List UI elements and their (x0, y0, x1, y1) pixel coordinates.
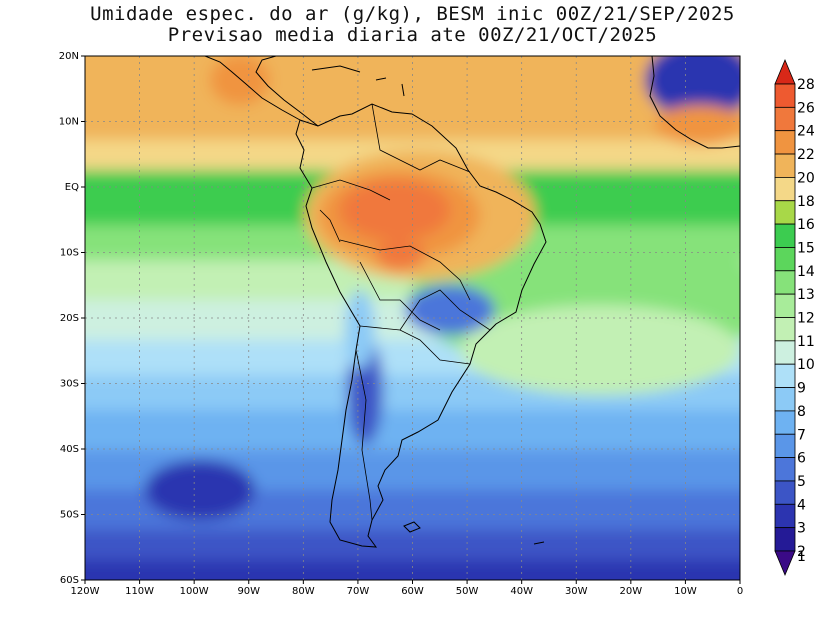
south-georgia (533, 541, 545, 545)
colorbar-label: 11 (797, 334, 815, 350)
colorbar-label: 10 (797, 357, 815, 373)
y-tick-label: 20S (60, 313, 79, 324)
colorbar-label: 22 (797, 147, 815, 163)
colorbar-segment (774, 130, 796, 155)
colorbar-label: 16 (797, 217, 815, 233)
y-tick-label: 20N (59, 51, 79, 62)
y-tick-label: 30S (60, 379, 79, 390)
x-tick-label: 30W (565, 586, 588, 597)
colorbar-label: 7 (797, 427, 806, 443)
central-america-coastline (204, 56, 319, 127)
colorbar-label: 2 (797, 544, 806, 560)
colorbar-label: 4 (797, 497, 806, 513)
colorbar-segment (774, 340, 796, 365)
map-frame (84, 55, 741, 581)
x-tick-label: 60W (401, 586, 424, 597)
x-tick-label: 40W (510, 586, 533, 597)
country-borders (311, 103, 497, 521)
colorbar-segment (774, 457, 796, 482)
colorbar-segment (774, 176, 796, 202)
y-tick-label: 10S (60, 248, 79, 259)
colorbar-label: 18 (797, 194, 815, 210)
colorbar-label: 9 (797, 381, 806, 397)
south-america-coastline (295, 103, 547, 548)
x-axis-ticks: 120W 110W 100W 90W 80W 70W 60W 50W 40W 30W 20W 10W 0 (71, 580, 743, 597)
colorbar-segment (774, 153, 796, 178)
y-tick-label: 40S (60, 444, 79, 455)
falklands (403, 521, 421, 533)
x-tick-label: 20W (620, 586, 643, 597)
y-tick-label: 60S (60, 575, 79, 586)
colorbar-segment (774, 433, 796, 459)
colorbar-segment (774, 223, 796, 248)
colorbar-label: 1 (797, 549, 806, 565)
caribbean-islands (311, 65, 405, 97)
lat-lon-grid (85, 56, 740, 580)
colorbar-label: 14 (797, 264, 815, 280)
colorbar-segment (774, 200, 796, 225)
colorbar-segment (774, 247, 796, 272)
colorbar-segment (774, 503, 796, 529)
colorbar-label: 28 (797, 77, 815, 93)
colorbar-segment (774, 550, 796, 577)
colorbar-label: 5 (797, 474, 806, 490)
map-title: Umidade espec. do ar (g/kg), BESM inic 0… (90, 3, 735, 25)
colorbar-segment (774, 527, 796, 552)
x-tick-label: 50W (456, 586, 479, 597)
humidity-field (85, 56, 740, 580)
colorbar-label: 15 (797, 240, 815, 256)
colorbar-segment (774, 480, 796, 505)
colorbar-label: 8 (797, 404, 806, 420)
y-tick-label: 50S (60, 510, 79, 521)
colorbar-segment (774, 106, 796, 132)
x-tick-label: 100W (180, 586, 209, 597)
colorbar-segment (774, 83, 796, 108)
colorbar-label: 3 (797, 521, 806, 537)
y-tick-label: EQ (65, 182, 79, 193)
x-tick-label: 0 (737, 586, 743, 597)
x-tick-label: 90W (237, 586, 260, 597)
x-tick-label: 120W (71, 586, 100, 597)
colorbar-label: 13 (797, 287, 815, 303)
colorbar-label: 12 (797, 311, 815, 327)
coastlines (204, 56, 740, 548)
x-tick-label: 110W (125, 586, 154, 597)
colorbar-segment (774, 363, 796, 388)
map-subtitle: Previsao media diaria ate 00Z/21/OCT/202… (167, 24, 658, 46)
x-tick-label: 80W (292, 586, 315, 597)
colorbar-label: 6 (797, 451, 806, 467)
colorbar-segment (774, 317, 796, 342)
colorbar-segment (774, 270, 796, 295)
colorbar-label: 20 (797, 170, 815, 186)
colorbar-segment (774, 58, 796, 85)
colorbar-label: 24 (797, 124, 815, 140)
y-axis-ticks: 20N 10N EQ 10S 20S 30S 40S 50S 60S (59, 51, 85, 586)
colorbar-segment (774, 410, 796, 435)
africa-coastline (649, 56, 740, 149)
colorbar-segment (774, 293, 796, 318)
x-tick-label: 10W (674, 586, 697, 597)
y-tick-label: 10N (59, 117, 79, 128)
colorbar-segment (774, 387, 796, 412)
x-tick-label: 70W (347, 586, 370, 597)
colorbar-label: 26 (797, 100, 815, 116)
